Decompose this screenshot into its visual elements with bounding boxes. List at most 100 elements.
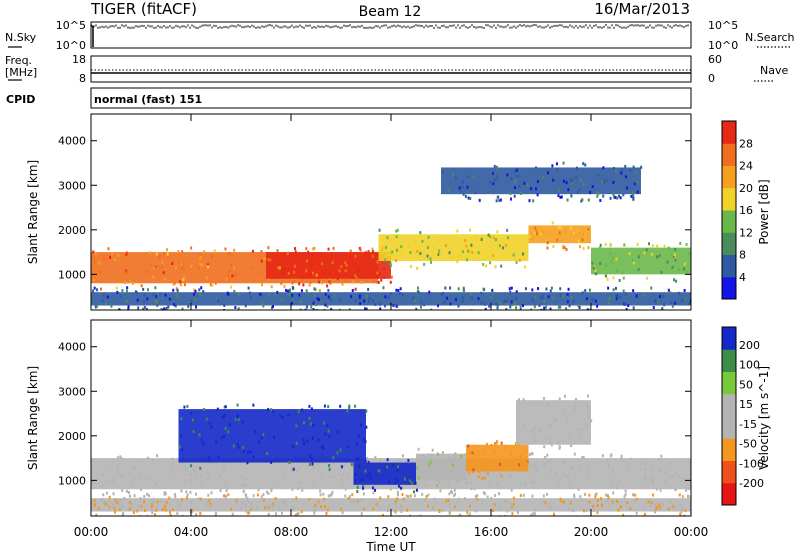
- y-tick-label: 3000: [58, 179, 86, 192]
- heatmap-speck: [378, 469, 381, 473]
- heatmap-speck: [489, 180, 492, 184]
- heatmap-speck: [564, 230, 567, 234]
- heatmap-speck: [529, 414, 532, 418]
- heatmap-speck: [133, 466, 136, 470]
- heatmap-speck: [171, 261, 174, 265]
- heatmap-speck: [139, 487, 142, 491]
- heatmap-speck: [673, 253, 676, 257]
- heatmap-speck: [523, 181, 526, 185]
- heatmap-speck: [93, 516, 95, 519]
- heatmap-speck: [169, 470, 172, 474]
- heatmap-speck: [191, 509, 194, 513]
- heatmap-speck: [379, 496, 382, 500]
- heatmap-speck: [567, 188, 570, 192]
- heatmap-speck: [510, 300, 513, 304]
- heatmap-speck: [173, 281, 176, 285]
- heatmap-speck: [331, 490, 334, 494]
- heatmap-speck: [288, 292, 291, 296]
- heatmap-speck: [454, 298, 457, 302]
- heatmap-speck: [500, 474, 503, 478]
- heatmap-speck: [224, 405, 227, 409]
- heatmap-speck: [320, 505, 323, 509]
- heatmap-speck: [284, 500, 287, 504]
- heatmap-speck: [474, 509, 477, 513]
- heatmap-speck: [545, 305, 548, 309]
- cpid-label: CPID: [6, 93, 35, 106]
- heatmap-speck: [364, 440, 367, 444]
- heatmap-speck: [160, 500, 163, 504]
- heatmap-speck: [274, 481, 277, 485]
- heatmap-speck: [547, 295, 550, 299]
- y-tick-label: 3000: [58, 385, 86, 398]
- heatmap-speck: [558, 445, 561, 449]
- heatmap-speck: [579, 245, 582, 249]
- heatmap-speck: [309, 280, 312, 284]
- heatmap-speck: [477, 251, 480, 255]
- heatmap-speck: [587, 407, 590, 411]
- power-y-axis-label: Slant Range [km]: [26, 160, 40, 264]
- heatmap-speck: [207, 498, 210, 502]
- heatmap-speck: [432, 506, 435, 510]
- heatmap-speck: [543, 396, 546, 400]
- heatmap-speck: [199, 497, 202, 501]
- heatmap-speck: [557, 194, 560, 198]
- heatmap-speck: [186, 493, 189, 497]
- heatmap-speck: [522, 493, 525, 497]
- x-tick-label: 12:00: [374, 525, 409, 539]
- heatmap-speck: [269, 258, 272, 262]
- heatmap-speck: [117, 253, 120, 257]
- heatmap-speck: [310, 262, 313, 266]
- heatmap-speck: [180, 434, 183, 438]
- heatmap-speck: [683, 262, 686, 266]
- heatmap-speck: [621, 168, 624, 172]
- heatmap-speck: [360, 280, 363, 284]
- heatmap-speck: [361, 310, 363, 313]
- heatmap-speck: [550, 469, 553, 473]
- heatmap-speck: [277, 266, 280, 270]
- heatmap-speck: [247, 511, 250, 515]
- heatmap-speck: [426, 517, 428, 520]
- heatmap-speck: [217, 298, 220, 302]
- heatmap-speck: [666, 260, 669, 264]
- heatmap-speck: [119, 455, 122, 459]
- heatmap-speck: [494, 302, 497, 306]
- colorbar-tick-label: 200: [739, 339, 760, 352]
- heatmap-speck: [371, 247, 374, 251]
- heatmap-speck: [295, 496, 298, 500]
- heatmap-speck: [576, 190, 579, 194]
- heatmap-speck: [313, 503, 316, 507]
- heatmap-speck: [548, 425, 551, 429]
- heatmap-speck: [311, 254, 314, 258]
- heatmap-speck: [605, 493, 608, 497]
- heatmap-speck: [155, 508, 158, 512]
- heatmap-speck: [293, 279, 296, 283]
- heatmap-speck: [274, 497, 277, 501]
- nsky-panel: [90, 21, 692, 49]
- velocity-x-axis: 00:00 04:00 08:00 12:00 16:00 20:00 00:00: [74, 320, 708, 539]
- heatmap-speck: [625, 186, 628, 190]
- heatmap-speck: [367, 460, 370, 464]
- heatmap-speck: [356, 457, 359, 461]
- heatmap-speck: [332, 456, 335, 460]
- heatmap-speck: [199, 511, 202, 515]
- heatmap-speck: [579, 465, 582, 469]
- heatmap-speck: [189, 490, 192, 494]
- heatmap-speck: [217, 455, 220, 459]
- heatmap-speck: [685, 243, 688, 247]
- heatmap-speck: [677, 291, 680, 295]
- heatmap-speck: [107, 311, 109, 314]
- heatmap-speck: [570, 194, 573, 198]
- heatmap-speck: [624, 493, 627, 497]
- heatmap-speck: [616, 196, 619, 200]
- heatmap-speck: [499, 198, 502, 202]
- heatmap-speck: [480, 291, 483, 295]
- heatmap-speck: [262, 498, 265, 502]
- heatmap-speck: [327, 494, 330, 498]
- colorbar-segment: [722, 327, 736, 350]
- colorbar-tick-label: -100: [739, 457, 764, 470]
- heatmap-speck: [592, 266, 595, 270]
- heatmap-speck: [649, 504, 652, 508]
- heatmap-speck: [126, 489, 129, 493]
- heatmap-speck: [324, 303, 327, 307]
- heatmap-speck: [276, 249, 279, 253]
